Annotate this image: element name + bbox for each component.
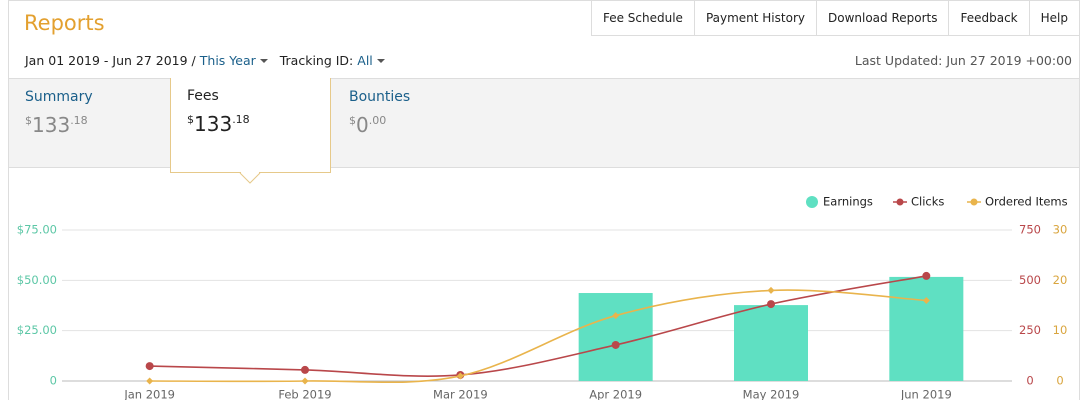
y-tick-label: 500 — [1019, 273, 1041, 287]
header: Reports Fee Schedule Payment History Dow… — [8, 0, 1080, 78]
tracking-select[interactable]: All — [357, 53, 373, 68]
point — [922, 296, 930, 304]
bar — [889, 276, 964, 381]
currency: $ — [187, 113, 194, 126]
y-tick-label: 0 — [50, 374, 57, 388]
x-tick-label: Mar 2019 — [433, 388, 488, 400]
amount: $133.18 — [187, 112, 250, 136]
currency: $ — [25, 114, 32, 127]
legend-swatch — [970, 198, 978, 206]
point — [767, 300, 775, 309]
page-title: Reports — [24, 11, 105, 35]
currency: $ — [349, 114, 356, 127]
y-tick-label: 0 — [1026, 374, 1033, 388]
x-tick-label: Jun 2019 — [900, 388, 952, 400]
y-tick-label: $25.00 — [17, 323, 57, 337]
y-tick-label: $50.00 — [17, 273, 57, 287]
point — [922, 271, 931, 280]
point — [767, 286, 775, 294]
x-tick-label: May 2019 — [743, 388, 800, 400]
bar — [734, 305, 808, 381]
y-tick-label: 10 — [1053, 323, 1068, 337]
cents: .00 — [368, 114, 387, 127]
legend-swatch — [896, 198, 904, 206]
nav-button[interactable]: Download Reports — [815, 0, 950, 36]
tab-label: Fees — [187, 88, 219, 104]
whole: 0 — [356, 113, 369, 137]
y-tick-label: 250 — [1019, 323, 1041, 337]
summary-band: Summary $133.18 Bounties $0.00 — [8, 78, 1080, 168]
bar — [578, 293, 653, 381]
tab: Fees $133.18 — [187, 88, 250, 136]
nav-button[interactable]: Fee Schedule — [590, 0, 695, 36]
y-tick-label: $75.00 — [17, 223, 57, 237]
nav: Fee Schedule Payment History Download Re… — [590, 0, 1080, 36]
legend-label: Clicks — [911, 195, 944, 209]
tab[interactable]: Summary $133.18 — [25, 89, 93, 137]
nav-button[interactable]: Feedback — [948, 0, 1030, 36]
chart: 0 $25.00 $50.00 $75.00 0 250 500 750 0 10 20 30 Jan … — [8, 168, 1080, 400]
last-updated: Last Updated: Jun 27 2019 +00:00 — [854, 53, 1072, 68]
tab[interactable]: Bounties $0.00 — [349, 89, 410, 137]
whole: 133 — [32, 113, 71, 137]
line — [149, 275, 927, 377]
y-tick-label: 20 — [1053, 273, 1068, 287]
y-tick-label: 30 — [1053, 223, 1068, 237]
cents: .18 — [232, 113, 250, 126]
tracking-label: Tracking ID: — [279, 53, 354, 68]
point — [611, 340, 620, 349]
legend-label: Ordered Items — [985, 195, 1068, 209]
point — [301, 377, 309, 385]
tab-label: Summary — [25, 89, 93, 105]
period-select[interactable]: This Year — [199, 53, 256, 68]
caret — [259, 59, 268, 67]
amount: $133.18 — [25, 113, 93, 137]
date-range: Jan 01 2019 - Jun 27 2019 / — [25, 53, 196, 68]
caret — [376, 59, 385, 67]
line — [149, 289, 927, 384]
nav-button[interactable]: Help — [1028, 0, 1080, 36]
legend-swatch — [806, 196, 818, 208]
nav-button[interactable]: Payment History — [693, 0, 817, 36]
y-tick-label: 750 — [1019, 223, 1041, 237]
filters: Jan 01 2019 - Jun 27 2019 / This Year Tr… — [25, 53, 393, 68]
x-tick-label: Feb 2019 — [278, 388, 331, 400]
cents: .18 — [70, 114, 88, 127]
x-tick-label: Jan 2019 — [123, 388, 175, 400]
point — [612, 312, 620, 320]
tab-pointer-fill — [241, 168, 259, 173]
point — [301, 365, 309, 374]
y-tick-label: 0 — [1056, 374, 1063, 388]
point — [456, 372, 464, 380]
whole: 133 — [194, 112, 233, 136]
x-tick-label: Apr 2019 — [589, 388, 642, 400]
tab-pointer — [239, 172, 261, 184]
amount: $0.00 — [349, 113, 410, 137]
tab-label: Bounties — [349, 89, 411, 105]
point — [146, 377, 154, 385]
tab-active[interactable]: Fees $133.18 — [170, 78, 331, 173]
legend-label: Earnings — [823, 195, 873, 209]
point — [145, 362, 154, 371]
